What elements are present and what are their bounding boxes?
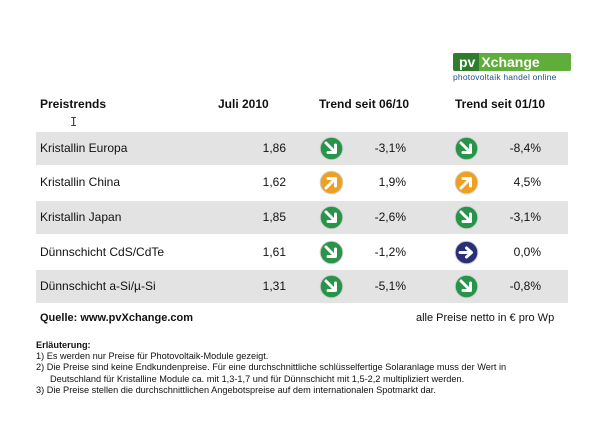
row-trend-0610: -2,6% [374, 210, 406, 224]
row-price: 1,62 [262, 175, 286, 189]
note-2-cont: Deutschland für Kristalline Module ca. m… [50, 373, 465, 384]
arrow-down-right-icon [319, 205, 344, 230]
header-trend-0610: Trend seit 06/10 [319, 97, 410, 111]
header-trend-0110: Trend seit 01/10 [455, 97, 546, 111]
row-price: 1,31 [262, 279, 286, 293]
note-1: 1) Es werden nur Preise für Photovoltaik… [36, 351, 269, 362]
arrow-up-right-icon [454, 170, 479, 195]
row-trend-0610: -1,2% [374, 245, 406, 259]
pvxchange-logo: pv Xchange photovoltaik handel online [453, 53, 571, 82]
row-trend-0110: -3,1% [509, 210, 541, 224]
source-label: Quelle: www.pvXchange.com [40, 312, 194, 324]
row-trend-0610: 1,9% [378, 175, 406, 189]
price-note: alle Preise netto in € pro Wp [416, 312, 555, 324]
notes-block: Erläuterung: 1) Es werden nur Preise für… [36, 340, 596, 396]
row-trend-0610: -3,1% [374, 141, 406, 155]
arrow-down-right-icon [454, 205, 479, 230]
row-price: 1,86 [262, 141, 286, 155]
header-preistrends: Preistrends [40, 97, 107, 111]
row-name: Dünnschicht a-Si/µ-Si [40, 279, 156, 293]
logo-pv: pv [453, 53, 480, 71]
arrow-down-right-icon [454, 136, 479, 161]
row-price: 1,61 [262, 245, 286, 259]
logo-xchange: Xchange [479, 53, 571, 71]
note-3: 3) Die Preise stellen die durchschnittli… [36, 384, 436, 395]
arrow-down-right-icon [454, 274, 479, 299]
row-trend-0110: -8,4% [509, 141, 541, 155]
arrow-up-right-icon [319, 170, 344, 195]
header-juli-2010: Juli 2010 [218, 97, 269, 111]
row-name: Kristallin Japan [40, 210, 122, 224]
row-name: Kristallin Europa [40, 141, 128, 155]
arrow-down-right-icon [319, 240, 344, 265]
table-row: Kristallin China 1,62 1,9% 4,5% [36, 166, 568, 199]
row-trend-0110: 4,5% [513, 175, 541, 189]
table-row: Dünnschicht CdS/CdTe 1,61 -1,2% 0,0% [36, 236, 568, 269]
table-row: Kristallin Europa 1,86 -3,1% -8,4% [36, 132, 568, 165]
text-cursor-icon: I [70, 115, 78, 129]
notes-title: Erläuterung: [36, 340, 91, 350]
row-trend-0110: -0,8% [509, 279, 541, 293]
table-row: Kristallin Japan 1,85 -2,6% -3,1% [36, 201, 568, 234]
row-trend-0610: -5,1% [374, 279, 406, 293]
arrow-down-right-icon [319, 136, 344, 161]
arrow-down-right-icon [319, 274, 344, 299]
row-name: Kristallin China [40, 175, 121, 189]
table-row: Dünnschicht a-Si/µ-Si 1,31 -5,1% -0,8% [36, 270, 568, 303]
arrow-right-icon [454, 240, 479, 265]
logo-tagline: photovoltaik handel online [453, 72, 557, 82]
row-trend-0110: 0,0% [513, 245, 541, 259]
row-price: 1,85 [262, 210, 286, 224]
note-2: 2) Die Preise sind keine Endkundenpreise… [36, 362, 507, 373]
row-name: Dünnschicht CdS/CdTe [40, 245, 165, 259]
